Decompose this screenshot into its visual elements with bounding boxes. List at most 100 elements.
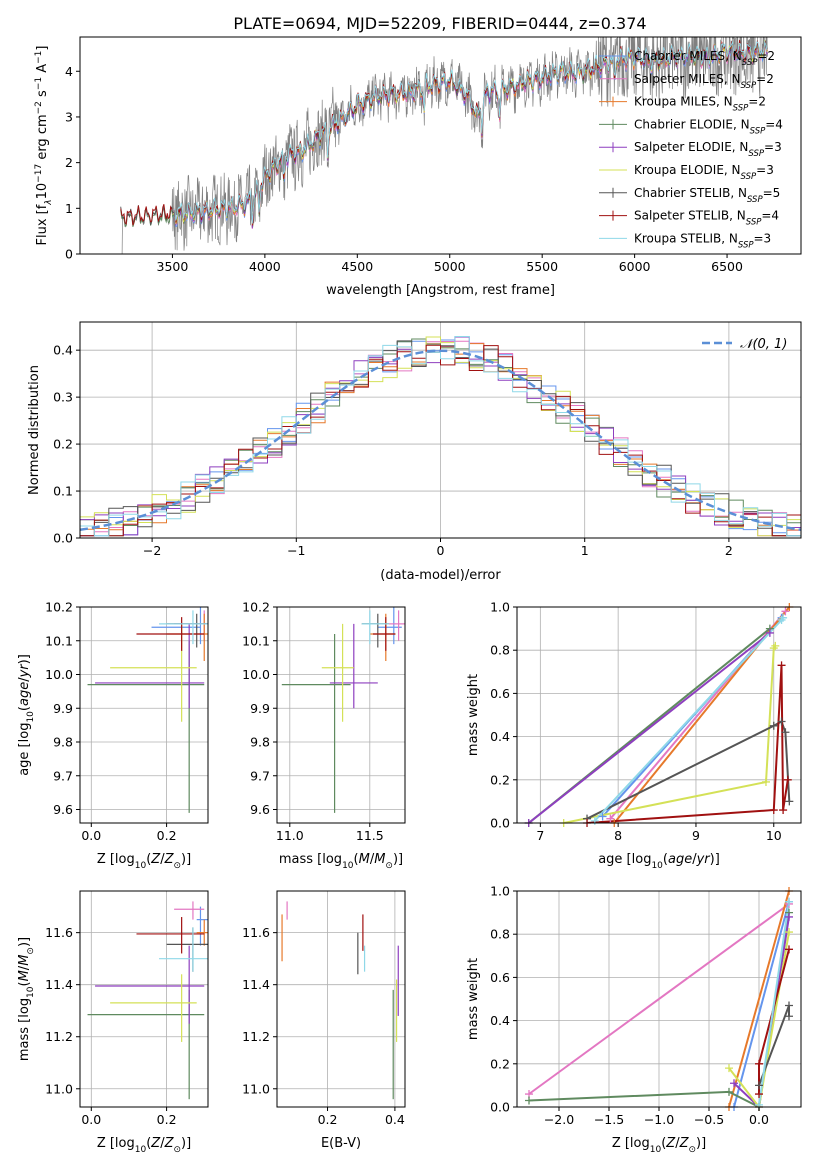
legend-ssp-count: =3 xyxy=(764,140,782,154)
y-tick-label: 0.4 xyxy=(53,343,73,358)
y-tick-label: 1.0 xyxy=(490,600,510,615)
legend-ssp-sub: SSP xyxy=(746,218,762,228)
legend-series-name: Salpeter MILES, N xyxy=(634,72,741,86)
x-tick-label: −1 xyxy=(287,543,305,558)
label-part: Z xyxy=(150,852,161,867)
label-part: / xyxy=(675,1136,680,1151)
y-axis-label: Normed distribution xyxy=(27,365,42,495)
legend-label: Chabrier ELODIE, NSSP=4 xyxy=(634,117,783,136)
y-axis-label-part: −2 xyxy=(34,101,44,114)
mass-vs-metallicity-panel: 0.0 0.211.011.211.411.6Z [log10(Z/Z⊙)]mas… xyxy=(17,890,209,1155)
y-axis-label: Flux [fλ10−17 erg cm−2 s−1 A−1] xyxy=(34,46,54,246)
label-part: / xyxy=(17,677,32,682)
label-part: ⊙ xyxy=(688,1145,696,1155)
weight-marker-chabrier-miles xyxy=(598,812,607,821)
label-part: )] xyxy=(696,1136,706,1151)
label-part: / xyxy=(160,1136,165,1151)
y-tick-label: 10.1 xyxy=(242,633,270,648)
weight-marker-chabrier-stelib xyxy=(755,1081,763,1090)
x-axis-label: Z [log10(Z/Z⊙)] xyxy=(97,852,191,871)
weight-marker-kroupa-stelib xyxy=(779,613,788,622)
legend-series-name: Chabrier ELODIE, N xyxy=(634,117,750,131)
legend-ssp-count: =2 xyxy=(748,95,766,109)
legend-ssp-sub: SSP xyxy=(748,149,764,159)
label-part: 10 xyxy=(26,986,36,998)
label-part: mass [log xyxy=(17,998,32,1061)
legend-series-name: Kroupa STELIB, N xyxy=(634,231,738,245)
y-axis-label-part: 10 xyxy=(35,183,50,200)
residual-histogram-panel: −2 −1 0 1 2 0.0 0.1 0.2 0.3 0.4 (data-model)/error… xyxy=(27,321,802,583)
y-tick-label: 2 xyxy=(65,155,73,170)
weight-marker-salpeter-stelib xyxy=(777,661,786,670)
legend-ssp-sub: SSP xyxy=(741,172,757,182)
y-tick-label: 10.2 xyxy=(45,600,73,615)
y-axis-label-part: erg cm xyxy=(35,114,50,163)
plot-area xyxy=(281,901,399,1100)
weight-vs-metallicity-panel: −2.0 −1.5 −1.0 −0.5 0.0 0.0 0.2 0.4 0.6 0.8 1.0 Z [… xyxy=(466,884,802,1155)
y-tick-label: 11.6 xyxy=(45,925,73,940)
legend-ssp-sub: SSP xyxy=(750,126,766,136)
normal-curve xyxy=(80,349,801,532)
legend-series-name: Salpeter ELODIE, N xyxy=(634,140,748,154)
y-tick-label: 0.2 xyxy=(53,437,73,452)
weight-marker-kroupa-elodie xyxy=(785,928,793,937)
x-tick-label: 1 xyxy=(581,543,589,558)
y-tick-label: 4 xyxy=(65,64,73,79)
label-part: / xyxy=(692,852,697,867)
weight-line-kroupa-elodie xyxy=(563,645,777,823)
y-tick-label: 0.0 xyxy=(490,1100,510,1115)
y-tick-label: 0.6 xyxy=(490,970,510,985)
y-tick-label: 10.0 xyxy=(45,667,73,682)
label-part: age xyxy=(17,682,32,706)
x-axis-label: Z [log10(Z/Z⊙)] xyxy=(97,1136,191,1155)
x-tick-label: 3500 xyxy=(157,259,189,274)
legend-label: Kroupa STELIB, NSSP=3 xyxy=(634,231,771,250)
x-tick-label: −2.0 xyxy=(544,1112,574,1127)
histogram-kroupa-stelib xyxy=(80,336,801,538)
weight-marker-chabrier-elodie xyxy=(725,1087,733,1096)
axes-frame xyxy=(516,606,802,824)
plot-area xyxy=(281,607,405,813)
label-part: Z [log xyxy=(612,1136,650,1151)
legend-series-name: Kroupa MILES, N xyxy=(634,95,733,109)
legend-ssp-count: =3 xyxy=(756,163,774,177)
weight-marker-kroupa-elodie xyxy=(771,641,780,650)
label-part: 10 xyxy=(651,861,663,871)
legend-label: Salpeter ELODIE, NSSP=3 xyxy=(634,140,782,159)
label-part: / xyxy=(370,852,375,867)
label-part: )] xyxy=(181,1136,191,1151)
axes-frame xyxy=(79,606,209,824)
x-tick-label: 4500 xyxy=(341,259,373,274)
weight-marker-kroupa-stelib xyxy=(590,816,599,825)
y-tick-label: 11.0 xyxy=(45,1081,73,1096)
x-tick-label: 10 xyxy=(766,828,782,843)
legend-label: Salpeter MILES, NSSP=2 xyxy=(634,72,774,91)
x-tick-label: 6500 xyxy=(711,259,743,274)
y-axis-label: age [log10(age/yr)] xyxy=(17,654,36,776)
y-tick-label: 11.4 xyxy=(45,977,73,992)
y-tick-label: 0.4 xyxy=(490,1013,510,1028)
y-tick-label: 11.0 xyxy=(242,1081,270,1096)
x-tick-label: 4000 xyxy=(249,259,281,274)
weight-marker-salpeter-stelib xyxy=(769,806,778,815)
y-tick-label: 0.8 xyxy=(490,927,510,942)
legend-series-name: Salpeter STELIB, N xyxy=(634,209,746,223)
label-part: Z xyxy=(164,852,175,867)
y-tick-label: 9.7 xyxy=(53,768,73,783)
weight-marker-salpeter-elodie xyxy=(765,628,774,637)
label-part: 10 xyxy=(26,711,36,723)
weight-marker-salpeter-miles xyxy=(781,607,790,616)
x-tick-label: −1.5 xyxy=(594,1112,624,1127)
weight-marker-salpeter-stelib xyxy=(779,806,788,815)
legend-series-name: Chabrier MILES, N xyxy=(634,49,742,63)
weight-marker-chabrier-stelib xyxy=(769,721,778,730)
x-tick-label: 0.0 xyxy=(749,1112,769,1127)
axes-frame xyxy=(276,606,406,824)
label-part: ( xyxy=(663,852,668,867)
x-axis-label: age [log10(age/yr)] xyxy=(598,852,720,871)
y-axis-label-part: A xyxy=(35,64,50,77)
y-tick-label: 0.0 xyxy=(490,816,510,831)
weight-marker-chabrier-stelib xyxy=(785,1012,793,1021)
label-part: )] xyxy=(17,937,32,947)
plot-area xyxy=(528,891,790,1107)
